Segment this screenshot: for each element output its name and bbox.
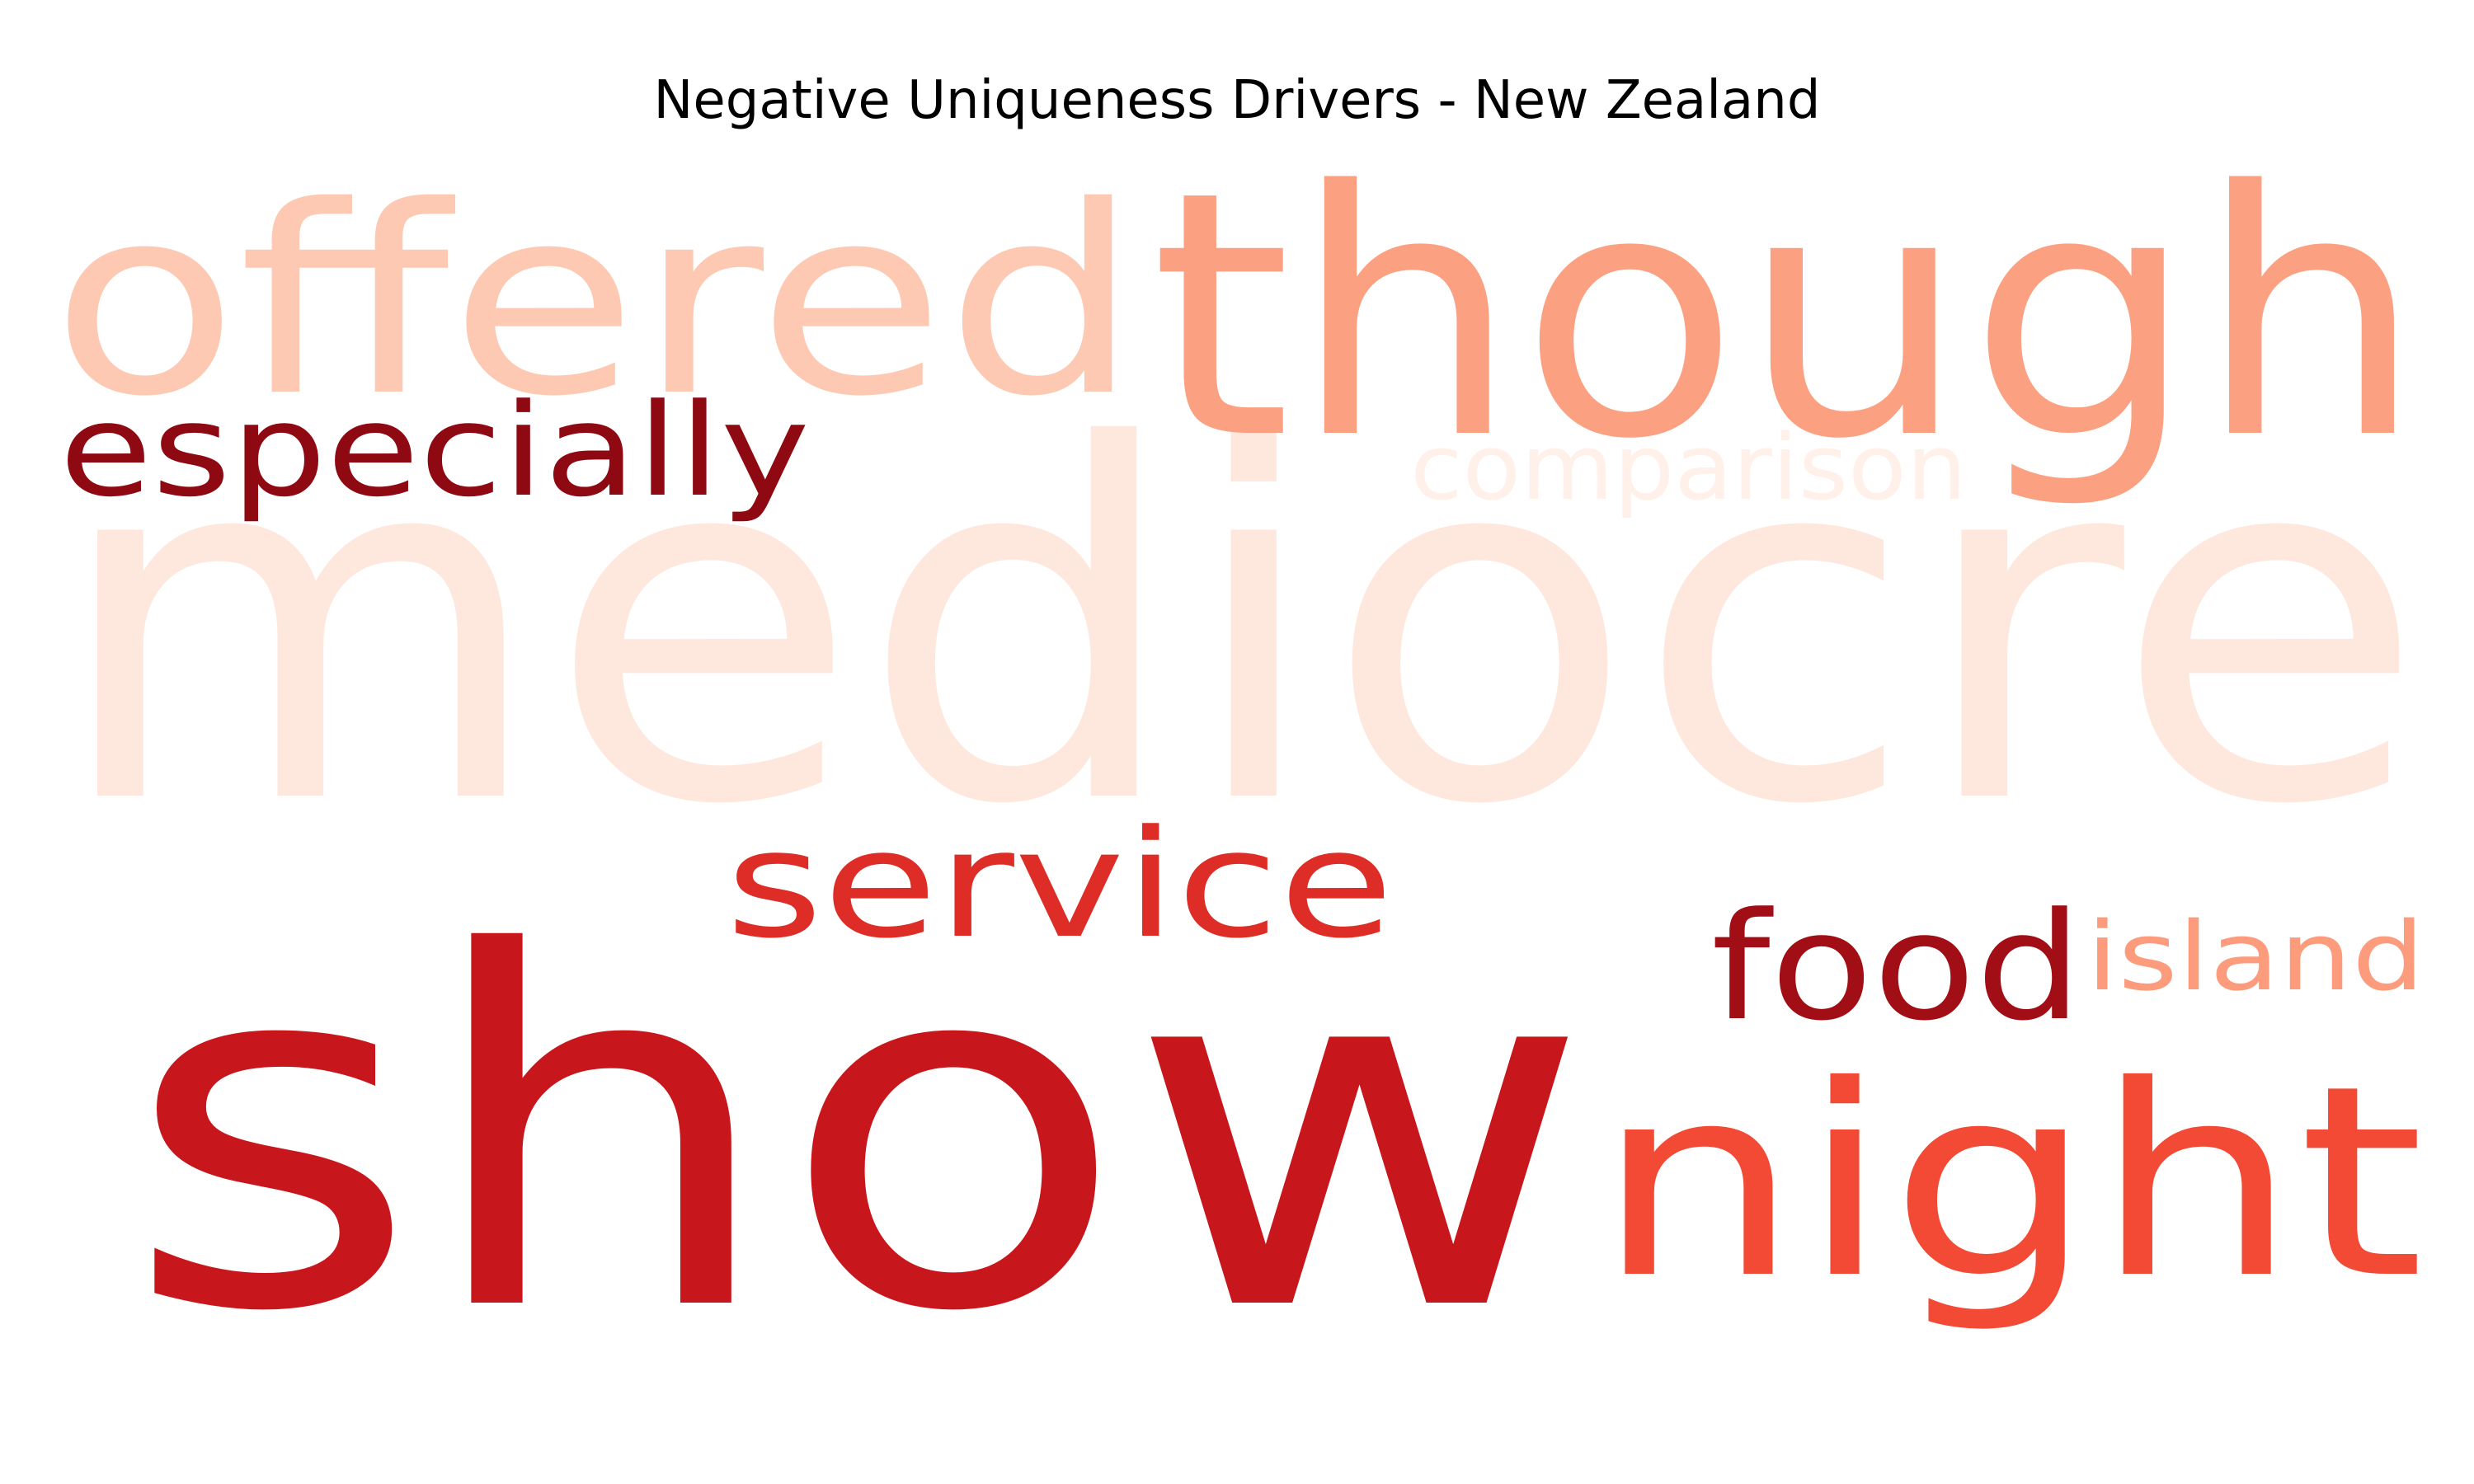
- word-mediocre: mediocre: [51, 345, 2426, 911]
- word-offered: offered: [51, 152, 1140, 453]
- word-though: though: [1150, 119, 2425, 513]
- word-night: night: [1596, 1030, 2425, 1336]
- word-food: food: [1711, 881, 2082, 1054]
- word-show: show: [124, 852, 1592, 1418]
- word-especially: especially: [59, 376, 810, 525]
- word-service: service: [726, 799, 1394, 971]
- word-island: island: [2086, 902, 2425, 1012]
- chart-title: Negative Uniqueness Drivers - New Zealan…: [653, 70, 1821, 131]
- word-comparison: comparison: [1410, 415, 1967, 520]
